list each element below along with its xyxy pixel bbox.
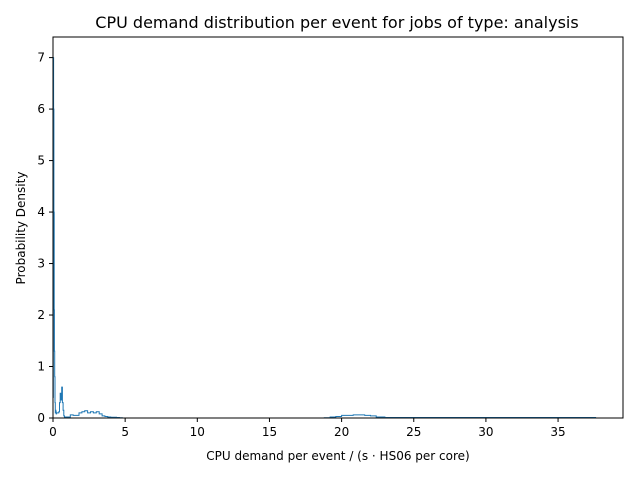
x-axis-label: CPU demand per event / (s · HS06 per cor…: [206, 449, 469, 463]
y-tick-label: 0: [37, 411, 45, 425]
y-tick-label: 7: [37, 51, 45, 65]
x-tick-label: 20: [334, 425, 349, 439]
y-tick-label: 4: [37, 205, 45, 219]
y-axis-label: Probability Density: [14, 172, 28, 285]
y-tick-label: 2: [37, 308, 45, 322]
chart-title: CPU demand distribution per event for jo…: [95, 13, 578, 32]
x-tick-label: 25: [406, 425, 421, 439]
x-tick-label: 10: [190, 425, 205, 439]
x-tick-label: 35: [550, 425, 565, 439]
series-line: [52, 57, 597, 419]
plot-area: [52, 36, 624, 419]
plot-frame: [52, 36, 624, 419]
x-tick-label: 5: [121, 425, 129, 439]
x-tick-label: 30: [478, 425, 493, 439]
x-axis: 0 5 10 15 20 25 30 35: [49, 418, 566, 439]
y-axis: 0 1 2 3 4 5 6 7: [37, 51, 53, 425]
y-tick-label: 6: [37, 102, 45, 116]
y-tick-label: 5: [37, 154, 45, 168]
y-tick-label: 1: [37, 360, 45, 374]
y-tick-label: 3: [37, 257, 45, 271]
x-tick-label: 15: [262, 425, 277, 439]
x-tick-label: 0: [49, 425, 57, 439]
